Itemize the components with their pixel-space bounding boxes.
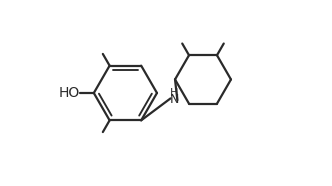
Text: H: H: [170, 88, 178, 98]
Text: HO: HO: [58, 86, 79, 100]
Text: N: N: [169, 93, 179, 106]
